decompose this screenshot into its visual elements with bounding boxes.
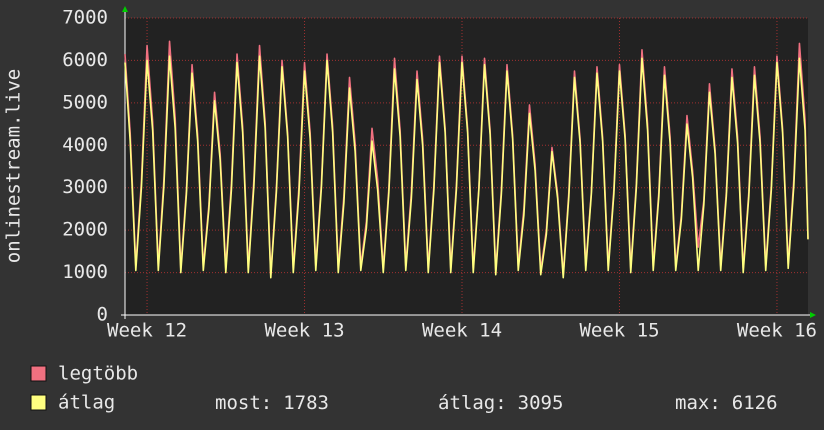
stat-value: 3095 <box>518 392 564 414</box>
stat: átlag: 3095 <box>438 392 563 414</box>
x-tick-label: Week 16 <box>737 320 817 342</box>
stat-label: max: <box>675 392 721 414</box>
y-tick-label: 4000 <box>62 134 108 156</box>
stat-label: átlag: <box>438 392 507 414</box>
x-tick-label: Week 13 <box>264 320 344 342</box>
axis-arrow <box>122 6 128 12</box>
legend-swatch <box>30 365 47 382</box>
x-tick-label: Week 14 <box>422 320 502 342</box>
y-tick-label: 7000 <box>62 7 108 29</box>
axis-arrow <box>810 312 816 318</box>
legend-label: legtöbb <box>58 363 138 385</box>
y-tick-label: 0 <box>97 304 108 326</box>
stat-value: 1783 <box>283 392 329 414</box>
y-tick-label: 1000 <box>62 261 108 283</box>
y-tick-label: 5000 <box>62 91 108 113</box>
y-tick-label: 6000 <box>62 49 108 71</box>
stat: most: 1783 <box>215 392 329 414</box>
x-tick-label: Week 15 <box>579 320 659 342</box>
x-tick-label: Week 12 <box>107 320 187 342</box>
y-axis-title: onlinestream.live <box>3 69 25 263</box>
series-line <box>124 55 809 279</box>
y-tick-label: 2000 <box>62 219 108 241</box>
legend-swatch <box>30 394 47 411</box>
y-tick-label: 3000 <box>62 176 108 198</box>
stat: max: 6126 <box>675 392 778 414</box>
stat-value: 6126 <box>732 392 778 414</box>
stat-label: most: <box>215 392 272 414</box>
legend-label: átlag <box>58 392 115 414</box>
